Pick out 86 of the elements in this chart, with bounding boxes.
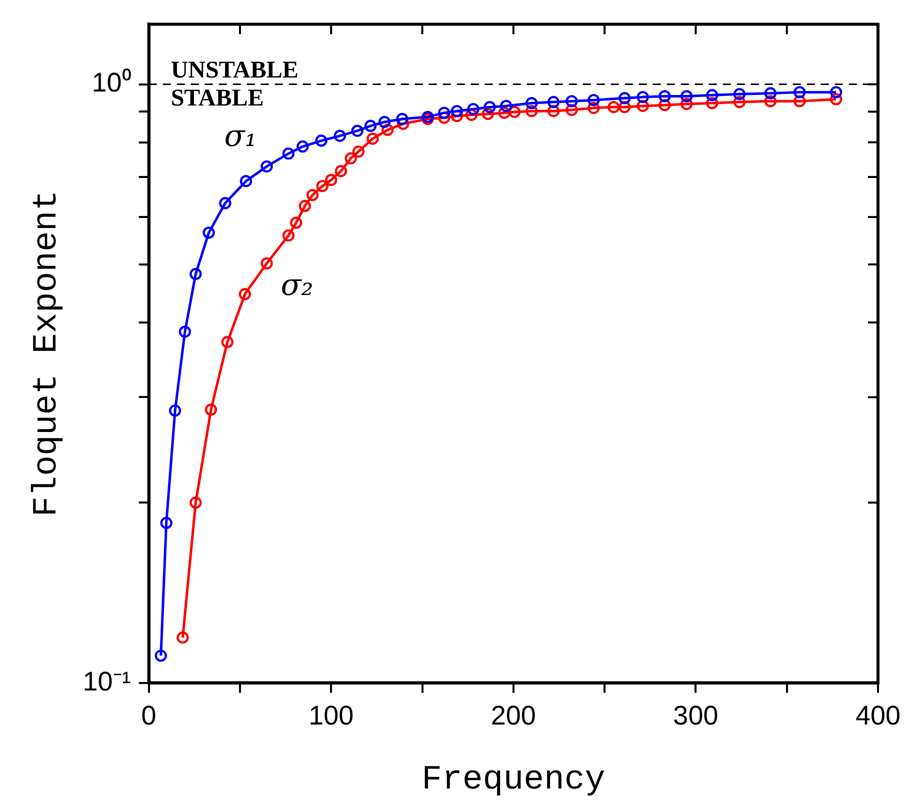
point (706, 97, 718, 110)
point (450, 110, 463, 122)
point (364, 120, 377, 132)
point (168, 404, 182, 417)
point (282, 229, 295, 242)
point (636, 100, 649, 112)
y-axis-title: Floquet Exponent (28, 190, 66, 517)
point (352, 145, 365, 158)
point (500, 100, 512, 112)
point (526, 104, 538, 118)
point (176, 631, 189, 644)
point (733, 96, 746, 108)
point (618, 100, 631, 114)
ref-line-label: UNSTABLE (170, 57, 298, 84)
point (221, 336, 234, 348)
x-tick-label: 400 (855, 700, 901, 730)
series-label: σ₁ (224, 119, 257, 154)
point (618, 92, 631, 104)
point (315, 134, 328, 147)
point (588, 94, 600, 106)
point (397, 118, 410, 130)
point (316, 180, 328, 192)
point (566, 95, 578, 108)
point (334, 165, 348, 178)
point (482, 108, 494, 120)
point (484, 100, 496, 114)
point (290, 216, 302, 229)
point (794, 86, 806, 98)
point (154, 650, 167, 662)
point (282, 147, 295, 160)
y-tick-label: 10⁻¹ (82, 666, 131, 696)
x-tick-label: 200 (490, 700, 536, 730)
point (190, 496, 202, 509)
point (238, 288, 251, 300)
x-axis-title: Frequency (422, 762, 606, 800)
point (298, 200, 311, 212)
point (306, 188, 319, 202)
point (547, 96, 560, 108)
point (706, 89, 718, 102)
point (566, 104, 578, 116)
point (325, 174, 338, 186)
x-tick-label: 300 (673, 700, 718, 730)
point (240, 175, 252, 188)
point (204, 404, 218, 416)
point (450, 104, 463, 118)
point (160, 516, 172, 529)
point (680, 98, 693, 110)
point (202, 226, 215, 239)
point (190, 268, 202, 280)
point (438, 106, 450, 119)
point (588, 102, 600, 114)
point (498, 106, 510, 119)
x-tick-label: 0 (141, 700, 156, 730)
x-tick-label: 100 (308, 700, 354, 730)
y-tick-label: 10⁰ (92, 68, 131, 98)
point (526, 97, 538, 110)
point (351, 124, 364, 137)
point (467, 102, 480, 116)
point (658, 90, 671, 102)
point (547, 104, 560, 118)
point (382, 124, 394, 136)
point (366, 132, 379, 145)
point (764, 95, 777, 108)
point (658, 99, 671, 112)
point (344, 152, 357, 164)
point (260, 257, 273, 270)
point (733, 88, 746, 100)
point (764, 87, 777, 100)
point (296, 140, 309, 153)
point (378, 116, 391, 128)
point (830, 93, 842, 106)
point (219, 197, 232, 210)
point (680, 90, 693, 102)
annotation: STABLE (170, 85, 264, 112)
point (830, 86, 842, 98)
point (636, 90, 649, 104)
point (396, 112, 408, 126)
point (608, 100, 620, 114)
point (178, 326, 192, 338)
series-label: σ₂ (280, 268, 314, 304)
point (465, 108, 478, 121)
point (260, 160, 273, 173)
point (508, 106, 521, 118)
point (334, 130, 346, 142)
point (438, 112, 450, 124)
point (794, 95, 806, 108)
